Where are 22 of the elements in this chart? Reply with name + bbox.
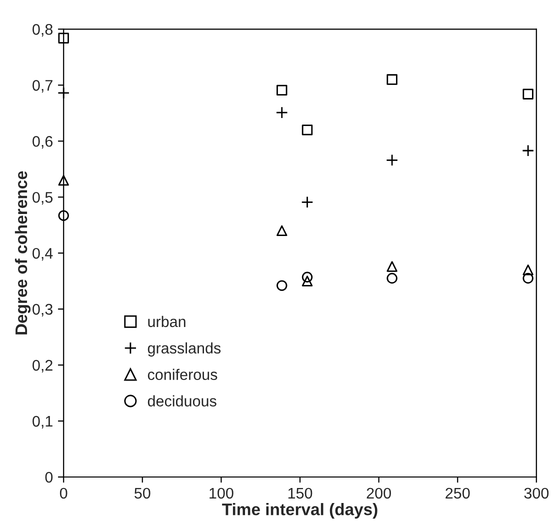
legend-label: deciduous (148, 395, 216, 406)
x-axis-title: Time interval (days) (222, 503, 378, 519)
y-tick-label: 0,1 (32, 416, 52, 429)
legend-label: coniferous (148, 368, 218, 380)
y-tick-label: 0,3 (32, 304, 53, 317)
y-tick-label: 0,4 (32, 248, 53, 261)
x-tick-label: 0 (60, 488, 68, 499)
y-tick-label: 0,5 (32, 192, 53, 205)
legend-label: urban (148, 316, 186, 328)
y-tick-label: 0 (45, 472, 53, 483)
y-tick-label: 0,2 (32, 360, 52, 373)
x-tick-label: 250 (446, 488, 470, 499)
legend-label: grasslands (148, 342, 221, 357)
x-tick-label: 150 (288, 488, 312, 499)
y-axis-title: Degree of coherence (14, 171, 31, 334)
y-tick-label: 0,7 (32, 80, 52, 93)
x-tick-label: 200 (366, 488, 391, 499)
x-tick-label: 300 (524, 488, 549, 499)
x-tick-label: 100 (210, 488, 234, 499)
y-tick-label: 0,6 (32, 136, 53, 149)
x-tick-label: 50 (134, 488, 150, 499)
y-tick-label: 0,8 (32, 24, 53, 37)
